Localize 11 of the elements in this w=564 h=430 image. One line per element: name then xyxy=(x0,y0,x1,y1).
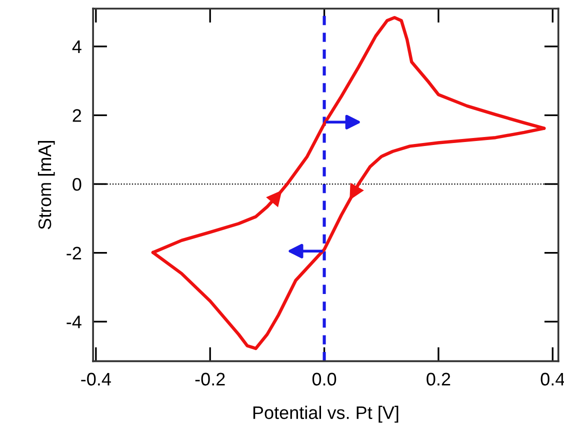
x-axis-title: Potential vs. Pt [V] xyxy=(253,406,398,423)
y-tick-label: 2 xyxy=(72,109,82,122)
x-tick-label: -0.4 xyxy=(81,372,111,386)
y-tick-label: -4 xyxy=(66,316,82,328)
x-tick-label: 0.2 xyxy=(426,372,450,386)
y-tick-label: 4 xyxy=(72,40,82,53)
y-tick-label: -2 xyxy=(66,246,82,260)
y-tick-label: 0 xyxy=(72,178,82,191)
x-tick-label: -0.2 xyxy=(195,372,225,386)
x-tick-label: 0.0 xyxy=(312,372,336,386)
y-axis-title: Strom [mA] xyxy=(38,141,55,230)
